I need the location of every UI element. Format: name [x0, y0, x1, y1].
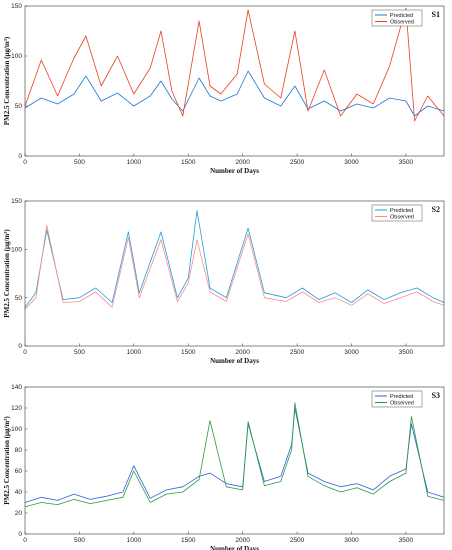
legend-label-observed: Observed	[390, 20, 414, 26]
x-axis-label: Number of Days	[210, 167, 259, 175]
x-axis-label: Number of Days	[210, 545, 259, 550]
series-line-observed	[24, 224, 445, 310]
legend-label-observed: Observed	[390, 215, 414, 221]
y-tick-label: 150	[11, 3, 22, 10]
plot-frame	[24, 5, 445, 157]
y-tick-label: 100	[11, 53, 22, 60]
x-tick-label: 2500	[290, 159, 305, 166]
x-tick-label: 0	[23, 159, 27, 166]
legend-label-observed: Observed	[390, 401, 414, 407]
panel-label: S1	[432, 10, 440, 19]
x-tick-label: 1500	[181, 159, 196, 166]
x-tick-label: 0	[23, 349, 27, 356]
x-tick-label: 500	[74, 349, 85, 356]
series-line-predicted	[24, 70, 445, 117]
x-tick-label: 3000	[344, 537, 359, 544]
x-tick-label: 2000	[235, 537, 250, 544]
y-tick-label: 140	[11, 384, 22, 391]
x-tick-label: 0	[23, 537, 27, 544]
panel-label: S3	[432, 391, 440, 400]
y-tick-label: 60	[15, 468, 23, 475]
x-tick-label: 2500	[290, 537, 305, 544]
series-line-predicted	[24, 210, 445, 308]
y-axis-label: PM2.5 Concentration (µg/m³)	[3, 229, 11, 318]
x-tick-label: 1000	[127, 349, 142, 356]
legend-label-predicted: Predicted	[390, 394, 413, 400]
legend-label-predicted: Predicted	[390, 13, 413, 19]
x-tick-label: 1000	[127, 537, 142, 544]
x-tick-label: 3000	[344, 159, 359, 166]
chart-panel-s2: 0 500 1000 1500 2000 2500 3000 3500 0 50 100 150 Num…	[3, 198, 445, 365]
x-tick-label: 1000	[127, 159, 142, 166]
x-tick-label: 500	[74, 537, 85, 544]
y-tick-label: 100	[11, 247, 22, 254]
panel-label: S2	[432, 205, 440, 214]
x-axis-label: Number of Days	[210, 357, 259, 365]
x-tick-label: 2500	[290, 349, 305, 356]
chart-panel-s3: 0 500 1000 1500 2000 2500 3000 3500 0 20 40 60 80 100…	[3, 384, 445, 550]
series-line-observed	[24, 402, 445, 508]
y-axis-label: PM2.5 Concentration (µg/m³)	[3, 36, 11, 125]
x-tick-label: 1500	[181, 349, 196, 356]
y-tick-label: 80	[15, 447, 23, 454]
x-tick-label: 500	[74, 159, 85, 166]
y-tick-label: 100	[11, 426, 22, 433]
y-tick-label: 0	[18, 343, 22, 350]
y-tick-label: 50	[15, 103, 23, 110]
x-tick-label: 2000	[235, 159, 250, 166]
x-tick-label: 2000	[235, 349, 250, 356]
x-tick-label: 3500	[399, 349, 414, 356]
x-tick-label: 3000	[344, 349, 359, 356]
y-tick-label: 20	[15, 510, 23, 517]
x-tick-label: 3500	[399, 159, 414, 166]
x-tick-label: 3500	[399, 537, 414, 544]
plot-frame	[24, 200, 445, 347]
y-axis-label: PM2.5 Concentration (µg/m³)	[3, 416, 11, 505]
chart-panel-s1: 0 500 1000 1500 2000 2500 3000 3500 0 50 100 150 Num…	[3, 3, 445, 175]
series-line-observed	[24, 7, 445, 122]
y-tick-label: 150	[11, 198, 22, 205]
plot-frame	[24, 386, 445, 535]
y-tick-label: 0	[18, 153, 22, 160]
y-tick-label: 50	[15, 295, 23, 302]
legend-label-predicted: Predicted	[390, 208, 413, 214]
x-tick-label: 1500	[181, 537, 196, 544]
y-tick-label: 40	[15, 489, 23, 496]
y-tick-label: 120	[11, 405, 22, 412]
y-tick-label: 0	[18, 531, 22, 538]
